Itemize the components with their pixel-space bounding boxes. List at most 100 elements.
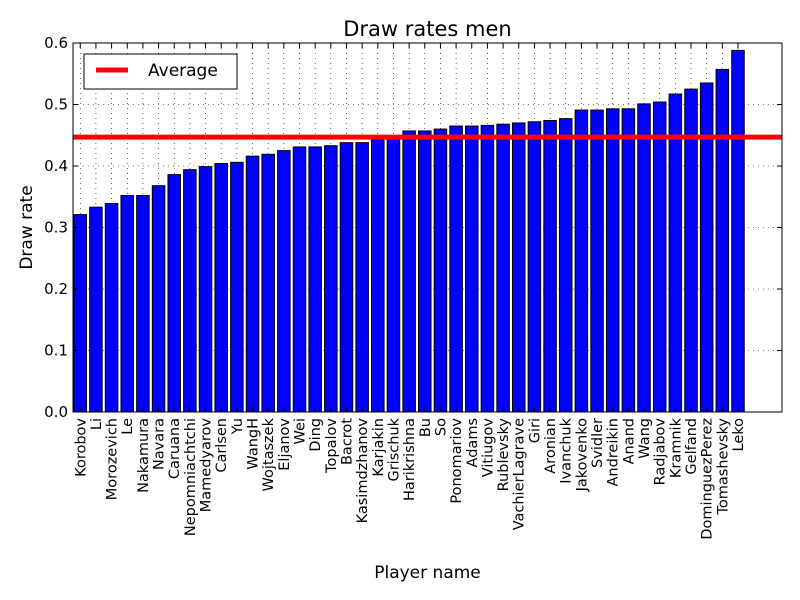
x-tick-label: Kramnik	[668, 417, 684, 478]
bar	[480, 124, 495, 413]
legend: Average	[83, 53, 238, 90]
y-tick-label: 0.6	[44, 34, 68, 52]
bar	[731, 49, 745, 413]
bar	[214, 163, 228, 413]
x-tick-label: Li	[89, 418, 105, 430]
bar	[308, 146, 322, 413]
y-tick-label: 0.0	[44, 403, 68, 421]
x-tick-label: Eljanov	[277, 418, 293, 471]
bar	[292, 146, 307, 413]
bar	[652, 101, 667, 413]
x-tick-label: WangH	[246, 418, 262, 470]
bar	[73, 214, 88, 413]
bars	[73, 49, 745, 413]
bar	[715, 68, 730, 413]
bar	[120, 195, 135, 413]
bar	[418, 130, 432, 413]
x-tick-label: Bacrot	[339, 418, 355, 465]
bar	[151, 185, 166, 413]
bar	[449, 125, 463, 413]
bar	[324, 145, 338, 413]
y-tick-label: 0.2	[44, 280, 68, 298]
y-tick-label: 0.1	[44, 342, 68, 360]
bar	[371, 137, 385, 413]
x-tick-label: Giri	[527, 418, 543, 443]
bar	[261, 153, 275, 413]
x-tick-label: Bu	[418, 418, 434, 437]
bar	[104, 203, 119, 413]
x-tick-label: So	[433, 418, 449, 436]
bar	[355, 142, 369, 413]
bar	[402, 130, 416, 413]
bar	[668, 93, 683, 413]
bar	[245, 155, 260, 413]
x-tick-label: DominguezPerez	[700, 418, 716, 540]
x-tick-label: Le	[120, 418, 136, 435]
bar	[590, 109, 604, 413]
y-tick-label: 0.3	[44, 219, 68, 237]
bar	[527, 121, 542, 413]
x-tick-label: Wojtaszek	[261, 417, 277, 491]
x-tick-label: Vitiugov	[480, 418, 496, 478]
x-tick-label: Caruana	[167, 418, 183, 479]
x-tick-label: Radjabov	[653, 418, 669, 486]
x-tick-label: Harikrishna	[402, 418, 418, 501]
y-axis: 0.0 0.1 0.2 0.3 0.4 0.5 0.6	[44, 34, 782, 421]
bar	[339, 142, 354, 413]
x-tick-label: Rublevsky	[496, 418, 512, 492]
x-tick-label: Adams	[465, 418, 481, 467]
bar	[183, 169, 197, 413]
x-tick-label: Karjakin	[371, 418, 387, 477]
y-tick-label: 0.5	[44, 96, 68, 114]
x-tick-label: Wang	[637, 418, 653, 459]
x-tick-label: Topalov	[324, 418, 340, 474]
bar	[543, 119, 557, 413]
x-tick-label: Korobov	[73, 418, 89, 477]
bar	[277, 150, 291, 413]
bar	[637, 103, 651, 413]
x-tick-label: Anand	[621, 418, 637, 464]
x-tick-label: Ponomariov	[449, 418, 465, 504]
bar	[230, 161, 244, 413]
bar	[89, 206, 103, 413]
y-tick-label: 0.4	[44, 157, 68, 175]
x-tick-label: Leko	[731, 418, 747, 452]
legend-label: Average	[148, 61, 218, 81]
x-tick-label: Grischuk	[386, 417, 402, 481]
x-tick-label: Navara	[152, 418, 168, 470]
x-tick-label: Nakamura	[136, 418, 152, 493]
bar	[605, 108, 620, 413]
y-axis-label: Draw rate	[17, 185, 37, 269]
x-tick-label: Ding	[308, 418, 324, 452]
bar	[198, 166, 213, 413]
bar	[136, 195, 150, 413]
x-tick-label: Nepomniachtchi	[183, 418, 199, 536]
chart-title: Draw rates men	[343, 17, 511, 41]
x-tick-label: Morozevich	[105, 418, 121, 500]
x-tick-label: Jakovenko	[574, 418, 590, 492]
x-tick-label: Tomashevsky	[715, 418, 731, 516]
bar	[511, 122, 526, 413]
x-tick-label: Kasimdzhanov	[355, 418, 371, 524]
bar	[496, 123, 510, 413]
x-tick-label: Andreikin	[606, 418, 622, 487]
x-tick-label: Mamedyarov	[199, 418, 215, 513]
x-tick-label: Svidler	[590, 418, 606, 468]
bar	[433, 128, 448, 413]
x-axis: Korobov Li Morozevich Le Nakamura Navara Carua…	[73, 43, 747, 540]
x-tick-label: Aronian	[543, 418, 559, 474]
bar	[699, 82, 714, 413]
bar	[558, 118, 573, 413]
x-tick-label: Carlsen	[214, 418, 230, 473]
bar	[386, 136, 401, 413]
x-tick-label: Ivanchuk	[559, 417, 575, 483]
bar	[167, 174, 181, 413]
x-tick-label: Gelfand	[684, 418, 700, 475]
bar	[465, 125, 479, 413]
x-axis-label: Player name	[374, 563, 481, 583]
bar	[621, 108, 636, 413]
bar	[574, 109, 589, 413]
x-tick-label: Yu	[230, 418, 246, 435]
x-tick-label: Wei	[293, 418, 309, 444]
